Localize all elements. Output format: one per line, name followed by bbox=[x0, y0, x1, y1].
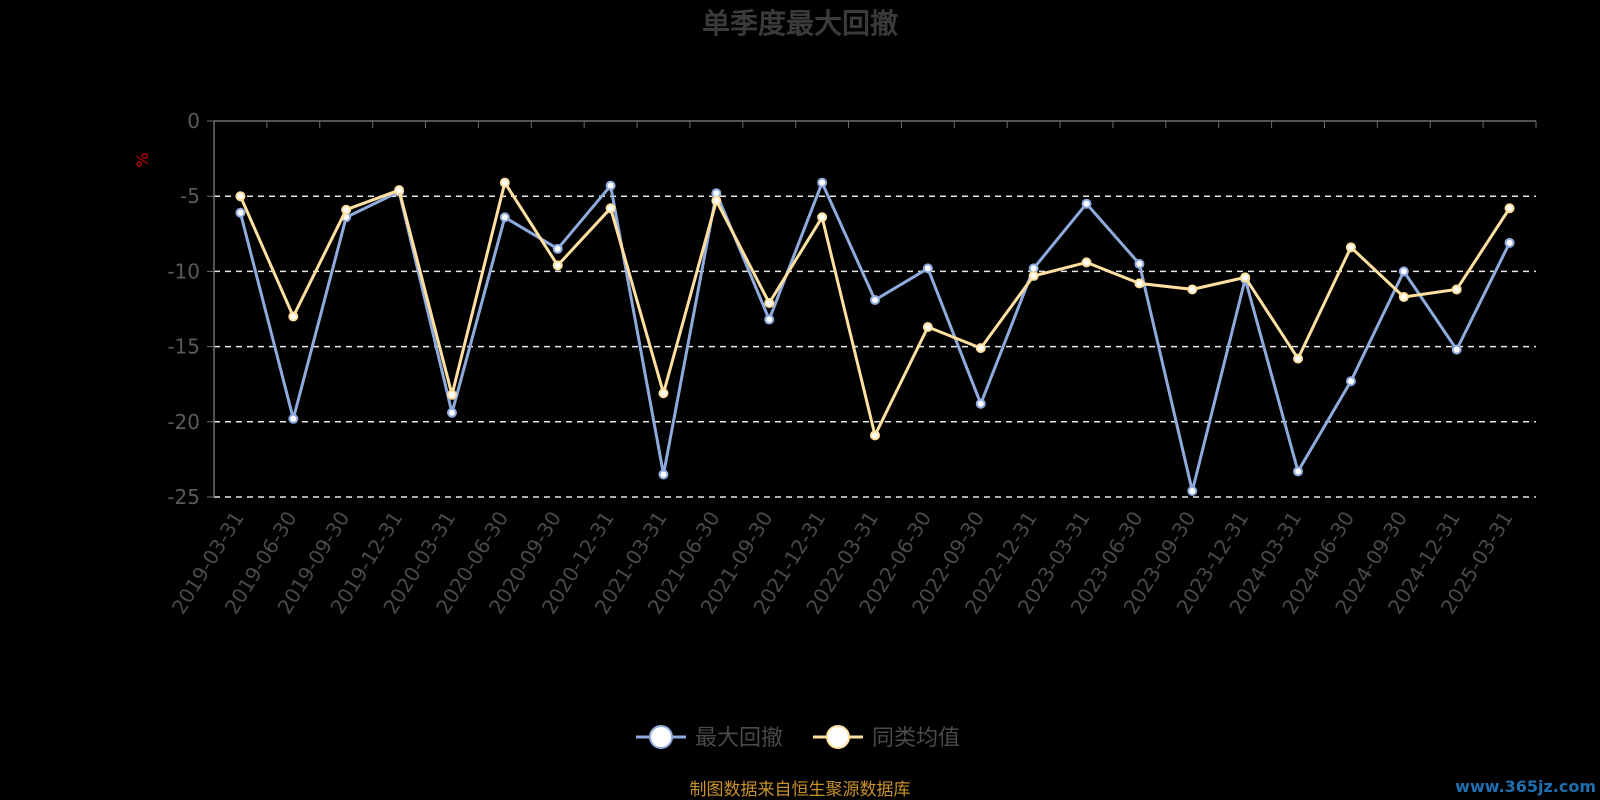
legend-item[interactable]: 同类均值 bbox=[813, 725, 960, 751]
data-point bbox=[764, 297, 775, 308]
data-point bbox=[1028, 270, 1039, 281]
data-point bbox=[975, 398, 986, 409]
data-point bbox=[394, 185, 405, 196]
y-tick-labels: 0 -5 -10 -15 -20 -25 bbox=[167, 109, 200, 509]
data-point bbox=[341, 204, 352, 215]
data-point bbox=[605, 203, 616, 214]
data-point bbox=[288, 311, 299, 322]
y-tick-label: -20 bbox=[167, 410, 200, 434]
data-point bbox=[499, 212, 510, 223]
legend-marker bbox=[826, 725, 850, 749]
series-line bbox=[239, 181, 1511, 437]
data-point bbox=[975, 343, 986, 354]
y-axis-unit: % bbox=[133, 152, 152, 167]
data-point bbox=[1504, 203, 1515, 214]
data-point bbox=[235, 191, 246, 202]
data-point bbox=[446, 389, 457, 400]
data-point bbox=[1187, 485, 1198, 496]
gridlines bbox=[214, 195, 1536, 498]
data-point bbox=[235, 207, 246, 218]
data-point bbox=[922, 263, 933, 274]
data-point bbox=[1504, 237, 1515, 248]
data-point bbox=[1187, 284, 1198, 295]
data-point bbox=[552, 260, 563, 271]
data-point bbox=[1081, 257, 1092, 268]
data-point bbox=[1293, 353, 1304, 364]
data-point bbox=[1398, 291, 1409, 302]
data-point bbox=[711, 195, 722, 206]
data-point bbox=[658, 469, 669, 480]
data-point bbox=[764, 314, 775, 325]
data-point bbox=[605, 180, 616, 191]
data-point bbox=[922, 322, 933, 333]
data-point bbox=[1134, 278, 1145, 289]
y-tick-label: -10 bbox=[167, 259, 200, 283]
y-tick-label: 0 bbox=[187, 109, 200, 133]
data-point bbox=[817, 212, 828, 223]
data-point bbox=[288, 413, 299, 424]
data-point bbox=[817, 177, 828, 188]
data-point bbox=[1451, 284, 1462, 295]
source-note: 制图数据来自恒生聚源数据库 bbox=[690, 780, 911, 800]
data-point bbox=[446, 407, 457, 418]
data-point bbox=[870, 430, 880, 441]
series-line bbox=[238, 181, 1511, 493]
watermark: www.365jz.com bbox=[1455, 777, 1596, 796]
data-point bbox=[499, 177, 510, 188]
y-tick-label: -5 bbox=[180, 184, 200, 208]
legend-label: 最大回撤 bbox=[695, 726, 783, 751]
data-point bbox=[1293, 466, 1304, 477]
series-lines bbox=[235, 177, 1515, 496]
data-point bbox=[1345, 376, 1356, 387]
data-point bbox=[658, 388, 669, 399]
data-point bbox=[1398, 266, 1409, 277]
chart-title: 单季度最大回撤 bbox=[702, 7, 898, 40]
data-point bbox=[870, 294, 880, 305]
axes bbox=[207, 120, 1537, 498]
data-point bbox=[1451, 344, 1462, 355]
data-point bbox=[1134, 258, 1145, 269]
data-point bbox=[1081, 198, 1092, 209]
y-tick-label: -25 bbox=[167, 485, 200, 509]
data-point bbox=[552, 243, 563, 254]
y-tick-label: -15 bbox=[167, 335, 200, 359]
data-point bbox=[1345, 242, 1356, 253]
legend-item[interactable]: 最大回撤 bbox=[636, 725, 783, 751]
legend-label: 同类均值 bbox=[872, 726, 960, 751]
x-tick-labels: 2019-03-312019-06-302019-09-302019-12-31… bbox=[167, 507, 1518, 618]
legend-marker bbox=[649, 725, 673, 749]
data-point bbox=[1240, 272, 1251, 283]
legend[interactable]: 最大回撤 同类均值 bbox=[636, 725, 960, 751]
